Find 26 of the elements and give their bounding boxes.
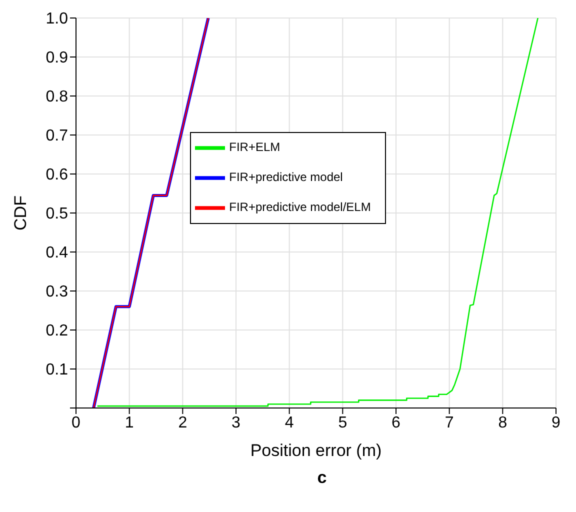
y-tick-label: 0.1 — [46, 362, 68, 379]
x-tick-label: 0 — [72, 414, 81, 432]
x-tick-label: 1 — [124, 414, 134, 432]
x-tick-label: 6 — [392, 414, 401, 432]
y-tick-label: 0.6 — [46, 166, 68, 184]
y-tick-label: 0.4 — [46, 244, 68, 262]
y-tick-label: 0.3 — [46, 284, 68, 301]
y-axis-title: CDF — [11, 196, 30, 230]
legend-label: FIR+predictive model/ELM — [229, 200, 371, 214]
x-tick-label: 4 — [284, 414, 294, 432]
y-tick-label: 0.7 — [46, 128, 68, 145]
legend-label: FIR+ELM — [229, 140, 280, 154]
x-tick-label: 9 — [552, 414, 561, 432]
x-axis-title: Position error (m) — [250, 441, 382, 460]
x-tick-label: 5 — [338, 414, 348, 432]
text: c — [316, 468, 328, 488]
x-tick-label: 2 — [178, 414, 188, 432]
y-tick-label: 0.8 — [46, 88, 68, 106]
y-tick-label: 0.2 — [46, 322, 68, 340]
x-tick-label: 3 — [232, 414, 241, 432]
y-tick-label: 0.5 — [46, 206, 68, 223]
x-tick-label: 8 — [498, 414, 508, 432]
y-tick-label: 1.0 — [46, 10, 68, 28]
legend-label: FIR+predictive model — [229, 170, 343, 184]
x-tick-label: 7 — [444, 414, 454, 432]
y-tick-label: 0.9 — [46, 50, 68, 67]
